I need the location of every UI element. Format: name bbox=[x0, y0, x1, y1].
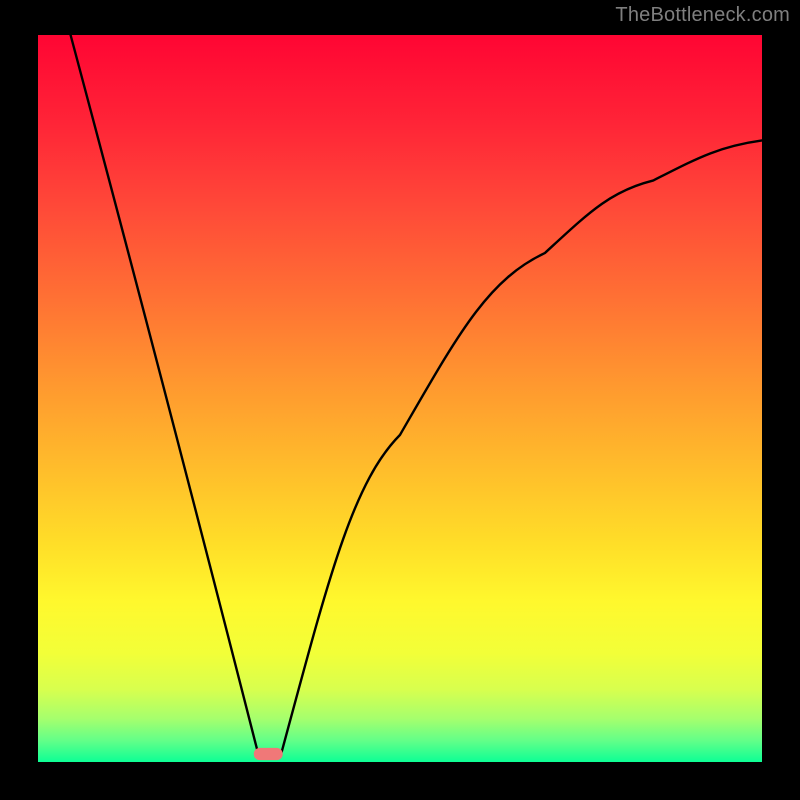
chart-svg bbox=[0, 0, 800, 800]
optimum-marker bbox=[254, 748, 283, 760]
watermark-text: TheBottleneck.com bbox=[615, 4, 790, 27]
chart-container: TheBottleneck.com bbox=[0, 0, 800, 800]
gradient-background bbox=[38, 35, 762, 762]
